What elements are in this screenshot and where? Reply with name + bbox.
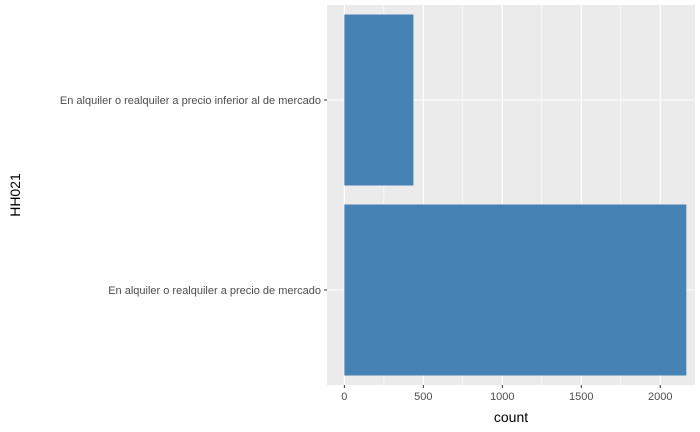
x-tick-label-0: 0 <box>341 391 347 403</box>
x-tick-label-2: 1000 <box>490 391 514 403</box>
x-axis-title: count <box>494 409 528 425</box>
x-tick-label-1: 500 <box>414 391 432 403</box>
y-tick-label-1: En alquiler o realquiler a precio de mer… <box>108 285 321 297</box>
bar-1 <box>344 204 687 376</box>
y-axis-title: HH021 <box>7 173 23 217</box>
x-tick-label-4: 2000 <box>648 391 672 403</box>
bars <box>344 14 687 376</box>
x-tick-label-3: 1500 <box>569 391 593 403</box>
bar-0 <box>344 14 414 186</box>
x-axis-tick-labels: 0 500 1000 1500 2000 <box>341 391 672 403</box>
y-axis-ticks <box>324 99 327 291</box>
y-axis-tick-labels: En alquiler o realquiler a precio inferi… <box>60 95 321 297</box>
x-axis-ticks <box>343 385 661 388</box>
y-tick-label-0: En alquiler o realquiler a precio inferi… <box>60 95 321 107</box>
